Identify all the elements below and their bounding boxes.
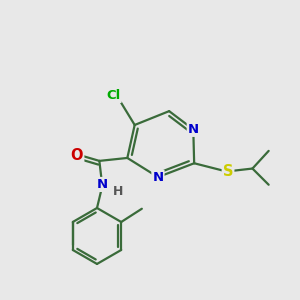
Text: S: S [223, 164, 233, 179]
Text: N: N [97, 178, 108, 191]
Text: N: N [152, 171, 164, 184]
Text: Cl: Cl [106, 89, 121, 102]
Text: H: H [113, 185, 124, 198]
Text: O: O [71, 148, 83, 163]
Text: N: N [188, 123, 199, 136]
